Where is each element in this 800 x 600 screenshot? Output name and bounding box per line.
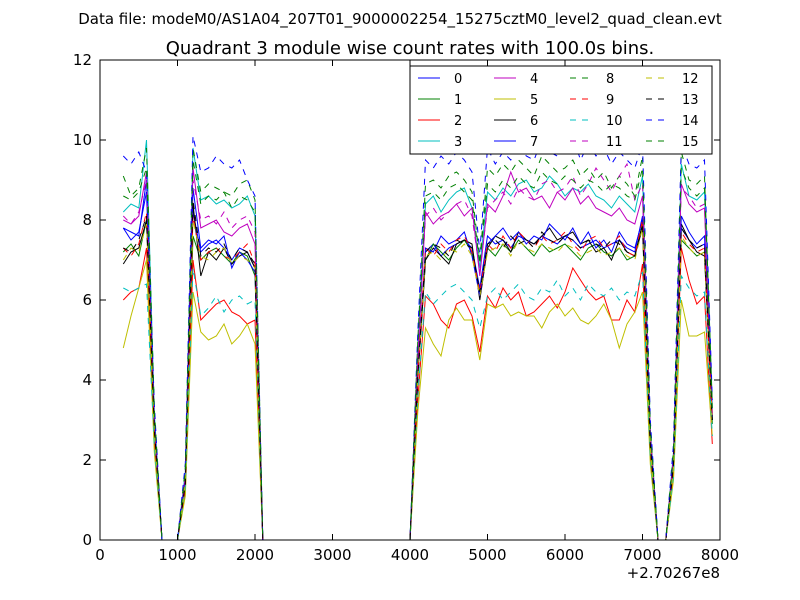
y-tick-label: 2 [82,451,92,469]
x-tick-label: 4000 [391,546,429,564]
series-line-13 [123,199,713,541]
x-tick-label: 3000 [313,546,351,564]
legend-label-3: 3 [454,135,462,150]
x-tick-label: 0 [95,546,105,564]
series-line-8 [122,147,713,541]
legend-label-5: 5 [530,93,538,108]
x-tick-label: 1000 [158,546,196,564]
series-line-4 [123,167,713,541]
series-line-10 [123,267,713,541]
legend-label-14: 14 [682,114,699,129]
series-line-9 [122,211,713,541]
legend-frame [409,65,713,155]
series-line-5 [122,259,713,541]
legend-label-4: 4 [530,72,538,87]
legend-label-7: 7 [530,135,538,150]
y-tick-label: 0 [82,531,92,549]
series-line-12 [122,219,713,541]
x-tick-label: 2000 [236,546,274,564]
legend-label-8: 8 [606,72,614,87]
legend-label-0: 0 [454,72,462,87]
legend-label-15: 15 [682,135,699,150]
legend-label-9: 9 [606,93,614,108]
x-tick-label: 8000 [701,546,739,564]
y-tick-label: 12 [73,51,92,69]
series-line-14 [122,134,713,541]
y-tick-label: 6 [82,291,92,309]
legend-label-10: 10 [606,114,623,129]
series-line-15 [123,159,713,541]
y-tick-label: 8 [82,211,92,229]
x-tick-label: 7000 [623,546,661,564]
series-line-0 [123,179,713,541]
series-line-11 [122,162,713,541]
legend-label-12: 12 [682,72,699,87]
legend-label-2: 2 [454,114,462,129]
legend-label-11: 11 [606,135,623,150]
y-tick-label: 4 [82,371,92,389]
legend-label-13: 13 [682,93,699,108]
x-tick-label: 6000 [546,546,584,564]
data-file-title: Data file: modeM0/AS1A04_207T01_90000022… [78,10,722,29]
x-tick-label: 5000 [468,546,506,564]
y-tick-label: 10 [73,131,92,149]
series-line-3 [122,139,713,541]
legend-label-1: 1 [454,93,462,108]
legend-label-6: 6 [530,114,538,129]
chart-title: Quadrant 3 module wise count rates with … [166,38,655,59]
series-lines [122,134,713,541]
axis-ticks: 0 1000 2000 3000 4000 5000 6000 7000 80000246810… [73,51,739,564]
x-offset-label: +2.70267e8 [627,564,720,582]
